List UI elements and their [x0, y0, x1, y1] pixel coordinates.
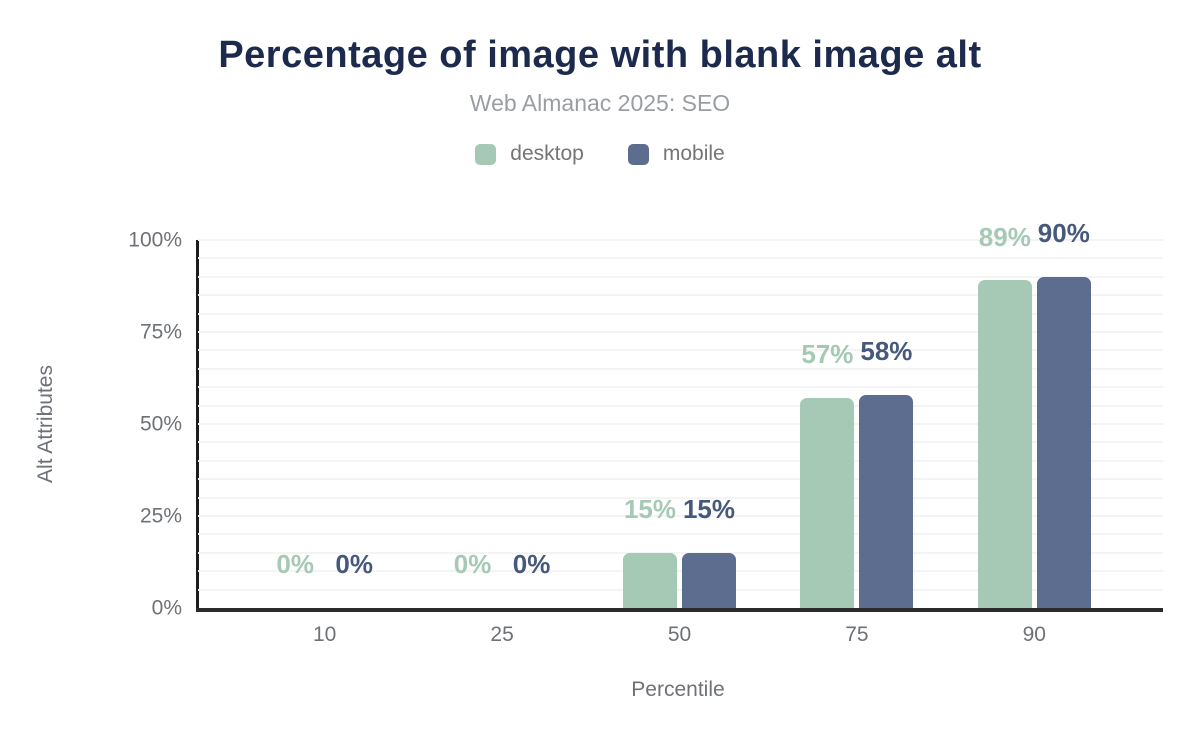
value-label-mobile-p50: 15% [682, 493, 736, 524]
x-axis-tick-label: 10 [313, 623, 337, 646]
bar-desktop-p75[interactable] [800, 398, 855, 608]
value-label-mobile-p25: 0% [512, 549, 551, 580]
gridline [198, 367, 1163, 370]
y-axis-tick-label: 100% [128, 228, 182, 252]
gridline [198, 533, 1163, 536]
gridline [198, 404, 1163, 407]
legend-swatch-desktop [475, 143, 497, 165]
gridline [198, 441, 1163, 444]
gridline [198, 294, 1163, 297]
gridline [198, 239, 1163, 241]
gridline [198, 459, 1163, 462]
value-label-desktop-p25: 0% [453, 549, 492, 580]
bar-desktop-p90[interactable] [977, 280, 1032, 608]
gridline [198, 331, 1163, 333]
legend-item-desktop[interactable]: desktop [475, 142, 584, 166]
y-axis-tick-label: 50% [139, 412, 182, 436]
gridline [198, 275, 1163, 278]
gridline [198, 423, 1163, 425]
chart-subtitle: Web Almanac 2025: SEO [469, 90, 731, 116]
bar-mobile-p50[interactable] [682, 552, 736, 608]
gridline [198, 496, 1163, 499]
value-label-desktop-p90: 89% [978, 221, 1031, 252]
x-axis-tick-label: 75 [845, 623, 869, 646]
legend-swatch-mobile [627, 143, 649, 165]
value-label-mobile-p90: 90% [1037, 217, 1090, 248]
x-axis-title: Percentile [631, 678, 725, 701]
gridline [198, 551, 1163, 554]
gridline [198, 349, 1163, 352]
y-axis-tick-label: 25% [139, 504, 182, 528]
x-axis-tick-label: 25 [490, 623, 514, 646]
gridline [198, 478, 1163, 481]
gridline [198, 312, 1163, 315]
legend-label: mobile [662, 142, 725, 165]
y-axis-line [196, 240, 199, 608]
gridline [198, 515, 1163, 517]
legend: desktop mobile [0, 142, 1200, 166]
y-axis-tick-label: 0% [151, 596, 182, 620]
value-label-desktop-p75: 57% [801, 339, 854, 370]
gridline [198, 588, 1163, 591]
gridline [198, 257, 1163, 260]
x-axis-tick-label: 90 [1022, 623, 1046, 646]
y-axis-tick-label: 75% [139, 320, 182, 344]
chart-title: Percentage of image with blank image alt [218, 34, 982, 76]
value-label-desktop-p50: 15% [623, 493, 677, 524]
bar-desktop-p50[interactable] [623, 552, 677, 608]
bar-mobile-p90[interactable] [1036, 276, 1091, 608]
plot-area: 0% 25% 50% 75% 100% 10 0% 0% 25 0% 0% 50 15% 15% 75 57%… [128, 218, 1163, 645]
x-axis-line [196, 608, 1163, 612]
value-label-mobile-p10: 0% [335, 549, 373, 580]
x-axis-tick-label: 50 [667, 623, 692, 646]
gridline [198, 386, 1163, 389]
bar-mobile-p75[interactable] [859, 394, 914, 608]
gridline [198, 570, 1163, 573]
y-axis-title: Alt Attributes [34, 365, 57, 483]
value-label-desktop-p10: 0% [276, 549, 314, 580]
legend-item-mobile[interactable]: mobile [627, 142, 725, 166]
legend-label: desktop [510, 142, 584, 165]
value-label-mobile-p75: 58% [860, 335, 913, 366]
